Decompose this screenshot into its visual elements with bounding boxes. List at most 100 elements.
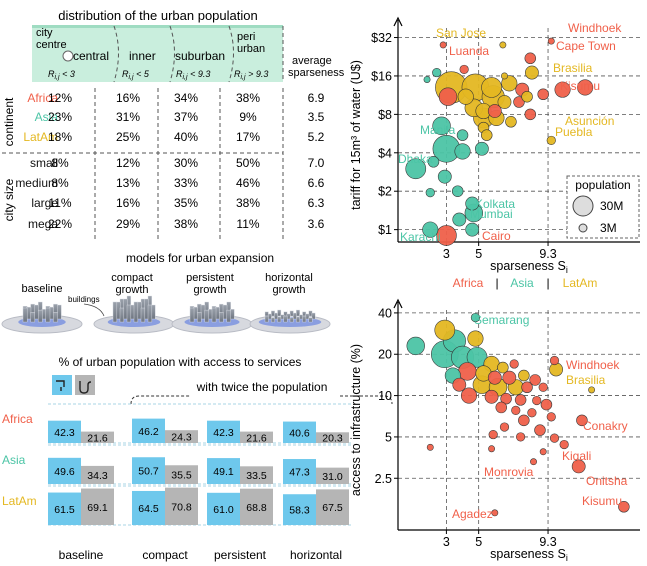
scatter-point-africa <box>527 408 537 418</box>
y-tick-label: $4 <box>378 146 392 160</box>
building <box>226 309 231 323</box>
bar-value-label: 31.0 <box>322 471 343 483</box>
bar-sanitation <box>81 465 114 484</box>
bar-sanitation <box>165 487 198 525</box>
table-cell: 40% <box>174 130 198 144</box>
scatter-point-africa <box>521 381 533 394</box>
scatter-point-africa <box>436 225 457 246</box>
row-label-latam: LatAm <box>23 130 58 144</box>
table-cell: 29% <box>116 217 140 231</box>
building <box>267 313 272 320</box>
bar-group-label-latam: LatAm <box>2 494 37 508</box>
scatter-point-africa <box>516 432 526 442</box>
bar-value-label: 58.3 <box>289 505 310 517</box>
region-legend-sep2: | <box>546 276 549 290</box>
table-cell: 30% <box>174 156 198 170</box>
services-bar-chart: % of urban population with access to ser… <box>2 355 393 562</box>
table-cell: 37% <box>174 110 198 124</box>
scatter-point-africa <box>438 87 458 106</box>
table-cell: 34% <box>174 91 198 105</box>
scatter-point-africa <box>549 433 560 443</box>
header-central: central <box>73 49 109 63</box>
building <box>289 310 294 317</box>
city-label: Luanda <box>449 44 489 58</box>
building <box>280 314 285 320</box>
city-label: San Jose <box>436 26 486 40</box>
building <box>271 317 275 323</box>
scatter-point-latam <box>501 75 518 92</box>
building <box>211 307 217 323</box>
city-model-baseline <box>1 301 83 334</box>
bar-value-label: 46.2 <box>138 426 159 438</box>
city-label: Windhoek <box>568 21 622 35</box>
building <box>147 304 153 323</box>
building <box>22 307 28 323</box>
scatter-point-asia <box>423 76 431 83</box>
y-tick-label: $32 <box>371 31 392 45</box>
city-centre-marker <box>62 50 74 62</box>
building <box>193 306 198 320</box>
models-section: models for urban expansion baseline comp… <box>1 251 331 334</box>
bar-value-label: 64.5 <box>138 503 159 515</box>
scatter-point-africa <box>576 414 588 427</box>
scatter-point-asia <box>465 222 480 237</box>
scatter-point-latam <box>497 95 512 109</box>
city-label: Conakry <box>583 419 628 433</box>
scatter-point-latam <box>505 116 517 128</box>
bracket-line <box>130 395 393 405</box>
bar-value-label: 47.3 <box>289 467 310 479</box>
table-cell: 13% <box>116 176 140 190</box>
scatter-point-africa <box>618 501 630 513</box>
scatter-point-asia <box>474 141 489 156</box>
bar-water <box>283 494 316 525</box>
region-legend-latam: LatAm <box>563 276 598 290</box>
building <box>119 307 125 323</box>
x-axis-label: sparseness Si <box>490 547 568 563</box>
scatter-point-africa <box>488 445 496 453</box>
building <box>286 313 291 320</box>
building <box>45 307 51 323</box>
x-axis-label: sparseness Si <box>490 259 568 275</box>
scatter-point-africa <box>459 64 469 75</box>
scatter-point-africa <box>484 389 499 404</box>
scatter-point-africa <box>439 41 447 49</box>
building <box>305 313 310 320</box>
table-cell: 50% <box>236 156 260 170</box>
building <box>53 312 58 323</box>
bar-water <box>283 421 316 443</box>
table-cell: 23% <box>48 110 72 124</box>
model-label-horizontal: horizontal growth <box>265 272 313 296</box>
scatter-point-africa <box>577 79 594 96</box>
scatter-point-africa <box>509 359 519 369</box>
scatter-point-africa <box>487 104 502 118</box>
bar-category-label: baseline <box>59 548 104 562</box>
building <box>38 309 43 323</box>
buildings-arrow <box>83 303 105 317</box>
bar-sanitation <box>316 489 349 525</box>
city-label: Monrovia <box>484 465 534 479</box>
scatter-point-africa <box>524 108 537 121</box>
building <box>302 311 307 317</box>
building <box>274 312 279 320</box>
bar-value-label: 68.8 <box>246 502 267 514</box>
bar-value-label: 40.6 <box>289 427 310 439</box>
scatter-point-africa <box>530 458 537 466</box>
scatter-point-africa <box>458 362 477 381</box>
building <box>264 315 269 323</box>
scatter-point-africa <box>499 422 510 432</box>
bar-water <box>48 457 81 484</box>
size-legend-small <box>578 223 588 233</box>
model-label-compact: compact growth <box>111 272 153 296</box>
bar-water <box>207 492 240 525</box>
scatter-point-africa <box>547 37 555 45</box>
city-model-compact <box>93 295 175 334</box>
bar-sanitation <box>316 467 349 484</box>
scatter-point-africa <box>460 387 478 404</box>
scatter-point-asia <box>437 169 452 184</box>
bar-value-label: 50.7 <box>138 466 159 478</box>
scatter-point-asia <box>432 116 451 136</box>
row-label-asia: Asia <box>35 110 59 124</box>
scatter-point-africa <box>532 395 542 406</box>
